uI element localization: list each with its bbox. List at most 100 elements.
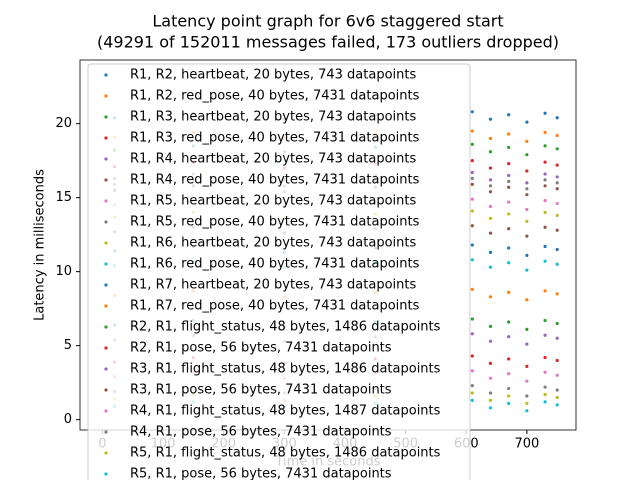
legend-label: R3, R1, flight_status, 48 bytes, 1486 da… (130, 362, 441, 377)
point (525, 139, 529, 143)
point (507, 372, 511, 376)
point (488, 231, 493, 235)
point (543, 210, 547, 215)
legend-marker (104, 73, 108, 77)
point (525, 379, 529, 383)
point (470, 110, 474, 114)
legend-label: R1, R7, red_pose, 40 bytes, 7431 datapoi… (130, 299, 420, 314)
point (488, 265, 493, 269)
point (470, 176, 474, 180)
point (555, 247, 559, 252)
point (507, 394, 511, 398)
point (555, 201, 559, 206)
point (488, 406, 493, 410)
point (543, 259, 547, 263)
point (543, 199, 547, 203)
point (470, 142, 474, 146)
point (488, 136, 493, 141)
point (470, 129, 474, 133)
point (525, 409, 529, 413)
point (488, 324, 493, 328)
legend-label: R1, R3, heartbeat, 20 bytes, 743 datapoi… (130, 110, 416, 125)
legend-label: R1, R2, heartbeat, 20 bytes, 743 datapoi… (130, 68, 416, 83)
point (525, 219, 529, 223)
point (470, 224, 474, 228)
point (555, 321, 559, 326)
point (525, 169, 529, 173)
point (543, 385, 547, 389)
point (525, 253, 529, 257)
point (525, 298, 529, 302)
point (525, 193, 529, 197)
point (555, 228, 559, 232)
point (488, 190, 493, 194)
point (470, 209, 474, 213)
point (488, 117, 493, 121)
point (507, 227, 511, 231)
legend-label: R5, R1, pose, 56 bytes, 7431 datapoints (130, 467, 392, 480)
point (470, 354, 474, 358)
point (543, 144, 547, 148)
point (525, 234, 529, 238)
legend-marker (104, 220, 108, 224)
point (555, 147, 559, 151)
point (525, 364, 529, 368)
point (543, 370, 547, 374)
point (555, 403, 559, 407)
point (507, 335, 511, 339)
point (507, 401, 511, 405)
point (470, 332, 474, 336)
point (543, 225, 547, 229)
point (470, 258, 474, 262)
point (507, 200, 511, 204)
point (543, 160, 547, 164)
point (525, 268, 529, 272)
legend-label: R1, R7, heartbeat, 20 bytes, 743 datapoi… (130, 278, 416, 293)
point (507, 173, 511, 178)
legend-label: R4, R1, flight_status, 48 bytes, 1487 da… (130, 404, 441, 419)
point (525, 342, 529, 346)
point (543, 172, 547, 176)
legend-marker (104, 94, 108, 98)
x-tick-label: 700 (514, 437, 539, 452)
point (470, 287, 474, 291)
point (543, 355, 547, 360)
point (507, 113, 511, 117)
legend-marker (104, 409, 108, 413)
legend-label: R1, R2, red_pose, 40 bytes, 7431 datapoi… (130, 89, 420, 104)
legend-label: R1, R3, red_pose, 40 bytes, 7431 datapoi… (130, 131, 420, 146)
legend-marker (104, 136, 108, 140)
point (555, 336, 559, 340)
legend-marker (104, 262, 108, 266)
point (488, 391, 493, 395)
legend-label: R2, R1, flight_status, 48 bytes, 1486 da… (130, 320, 441, 335)
legend-label: R4, R1, pose, 56 bytes, 7431 datapoints (130, 425, 392, 440)
chart-title: Latency point graph for 6v6 staggered st… (152, 12, 503, 31)
point (488, 361, 493, 365)
point (507, 386, 511, 391)
point (470, 398, 474, 402)
point (555, 116, 559, 120)
legend-marker (104, 157, 108, 161)
y-tick-label: 15 (55, 190, 72, 205)
point (470, 197, 474, 201)
point (488, 184, 493, 188)
point (525, 394, 529, 398)
legend-label: R1, R5, heartbeat, 20 bytes, 743 datapoi… (130, 194, 416, 209)
point (488, 339, 493, 343)
legend-label: R3, R1, pose, 56 bytes, 7431 datapoints (130, 383, 392, 398)
y-tick-label: 5 (64, 338, 72, 353)
point (543, 289, 547, 293)
point (525, 153, 529, 157)
point (507, 357, 511, 361)
legend-marker (104, 115, 108, 119)
point (525, 120, 529, 124)
point (543, 244, 547, 249)
point (555, 292, 559, 296)
point (488, 250, 493, 254)
point (555, 395, 559, 400)
point (525, 207, 529, 212)
legend-marker (104, 346, 108, 350)
point (488, 166, 493, 170)
point (488, 216, 493, 220)
